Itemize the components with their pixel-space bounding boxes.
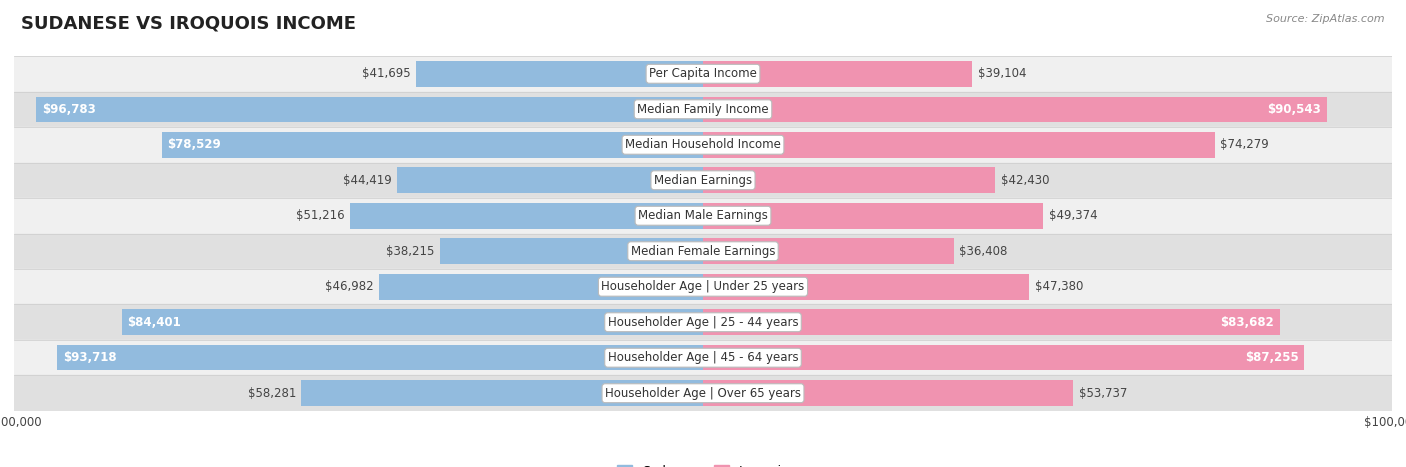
Bar bbox=[396, 168, 703, 193]
Bar bbox=[162, 132, 703, 157]
Text: $84,401: $84,401 bbox=[127, 316, 181, 329]
Text: $58,281: $58,281 bbox=[247, 387, 297, 400]
Text: Median Earnings: Median Earnings bbox=[654, 174, 752, 187]
Text: $41,695: $41,695 bbox=[361, 67, 411, 80]
Bar bbox=[440, 239, 703, 264]
Bar bbox=[703, 274, 1029, 299]
Text: Per Capita Income: Per Capita Income bbox=[650, 67, 756, 80]
Text: Householder Age | 25 - 44 years: Householder Age | 25 - 44 years bbox=[607, 316, 799, 329]
Text: $49,374: $49,374 bbox=[1049, 209, 1097, 222]
Bar bbox=[14, 127, 1392, 163]
Bar bbox=[14, 375, 1392, 411]
Text: Median Household Income: Median Household Income bbox=[626, 138, 780, 151]
Text: Median Male Earnings: Median Male Earnings bbox=[638, 209, 768, 222]
Text: $36,408: $36,408 bbox=[959, 245, 1008, 258]
Bar bbox=[703, 310, 1279, 335]
Bar bbox=[703, 168, 995, 193]
Text: $44,419: $44,419 bbox=[343, 174, 391, 187]
Bar bbox=[416, 61, 703, 86]
Text: $42,430: $42,430 bbox=[1001, 174, 1049, 187]
Bar bbox=[14, 56, 1392, 92]
Text: Householder Age | Over 65 years: Householder Age | Over 65 years bbox=[605, 387, 801, 400]
Text: Source: ZipAtlas.com: Source: ZipAtlas.com bbox=[1267, 14, 1385, 24]
Text: $96,783: $96,783 bbox=[42, 103, 96, 116]
Text: $83,682: $83,682 bbox=[1220, 316, 1274, 329]
Bar bbox=[14, 198, 1392, 234]
Text: $38,215: $38,215 bbox=[385, 245, 434, 258]
Bar bbox=[14, 269, 1392, 304]
Text: $93,718: $93,718 bbox=[63, 351, 117, 364]
Bar bbox=[301, 381, 703, 406]
Text: Median Family Income: Median Family Income bbox=[637, 103, 769, 116]
Text: $78,529: $78,529 bbox=[167, 138, 221, 151]
Bar bbox=[703, 345, 1305, 370]
Text: Householder Age | Under 25 years: Householder Age | Under 25 years bbox=[602, 280, 804, 293]
Bar bbox=[380, 274, 703, 299]
Text: Median Female Earnings: Median Female Earnings bbox=[631, 245, 775, 258]
Bar bbox=[14, 92, 1392, 127]
Bar bbox=[14, 304, 1392, 340]
Bar bbox=[703, 97, 1327, 122]
Text: $87,255: $87,255 bbox=[1244, 351, 1299, 364]
Bar bbox=[350, 203, 703, 228]
Bar bbox=[121, 310, 703, 335]
Text: $90,543: $90,543 bbox=[1268, 103, 1322, 116]
Text: $39,104: $39,104 bbox=[979, 67, 1026, 80]
Text: $46,982: $46,982 bbox=[325, 280, 374, 293]
Bar bbox=[703, 239, 953, 264]
Text: $74,279: $74,279 bbox=[1220, 138, 1270, 151]
Bar bbox=[703, 61, 973, 86]
Bar bbox=[14, 234, 1392, 269]
Text: $47,380: $47,380 bbox=[1035, 280, 1083, 293]
Bar bbox=[703, 132, 1215, 157]
Legend: Sudanese, Iroquois: Sudanese, Iroquois bbox=[613, 460, 793, 467]
Bar bbox=[703, 203, 1043, 228]
Text: Householder Age | 45 - 64 years: Householder Age | 45 - 64 years bbox=[607, 351, 799, 364]
Bar bbox=[58, 345, 703, 370]
Text: $53,737: $53,737 bbox=[1078, 387, 1128, 400]
Bar bbox=[14, 163, 1392, 198]
Text: SUDANESE VS IROQUOIS INCOME: SUDANESE VS IROQUOIS INCOME bbox=[21, 14, 356, 32]
Bar bbox=[37, 97, 703, 122]
Bar bbox=[14, 340, 1392, 375]
Bar bbox=[703, 381, 1073, 406]
Text: $51,216: $51,216 bbox=[297, 209, 344, 222]
